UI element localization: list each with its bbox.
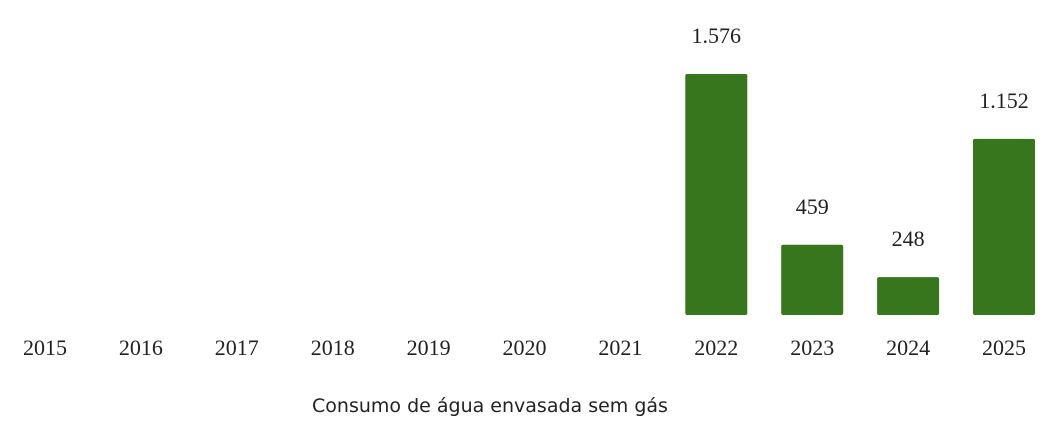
x-tick-label: 2018 (311, 335, 355, 360)
x-tick-label: 2015 (23, 335, 67, 360)
bar (685, 74, 748, 315)
x-tick-label: 2023 (790, 335, 834, 360)
chart-title: Consumo de água envasada sem gás (312, 395, 668, 417)
data-label: 1.152 (979, 88, 1029, 113)
x-tick-label: 2025 (982, 335, 1026, 360)
x-tick-label: 2017 (215, 335, 259, 360)
bar (877, 277, 940, 315)
x-tick-label: 2016 (119, 335, 163, 360)
bar (973, 138, 1035, 315)
data-label: 248 (892, 226, 925, 251)
x-tick-label: 2021 (598, 335, 642, 360)
data-label: 459 (796, 194, 829, 219)
x-tick-label: 2024 (886, 335, 930, 360)
x-tick-label: 2020 (503, 335, 547, 360)
x-tick-label: 2019 (407, 335, 451, 360)
x-tick-label: 2022 (694, 335, 738, 360)
data-label: 1.576 (692, 23, 742, 48)
bar (781, 244, 844, 315)
